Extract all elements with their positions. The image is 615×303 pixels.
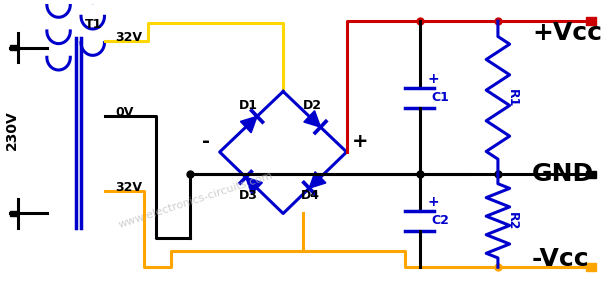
Text: D4: D4 — [301, 189, 320, 202]
Text: 32V: 32V — [115, 181, 142, 194]
Text: 32V: 32V — [115, 31, 142, 44]
Text: 230V: 230V — [5, 111, 19, 150]
Text: -Vcc: -Vcc — [532, 247, 590, 271]
Text: -: - — [202, 132, 210, 151]
Polygon shape — [309, 172, 326, 188]
Text: www.electronics-circuits.com: www.electronics-circuits.com — [117, 171, 274, 230]
Bar — [10, 211, 18, 216]
Text: C2: C2 — [432, 214, 450, 227]
Text: 0V: 0V — [115, 106, 133, 119]
Text: +Vcc: +Vcc — [532, 21, 602, 45]
Bar — [586, 17, 595, 25]
Text: C1: C1 — [432, 91, 450, 104]
Polygon shape — [304, 111, 320, 127]
Text: T1: T1 — [85, 18, 102, 31]
Text: R2: R2 — [506, 211, 518, 230]
Polygon shape — [240, 116, 257, 133]
Bar — [10, 45, 18, 51]
Bar — [586, 263, 595, 271]
Text: +: + — [427, 72, 439, 86]
Polygon shape — [246, 177, 263, 194]
Text: GND: GND — [532, 162, 594, 186]
Bar — [586, 171, 595, 178]
Text: R1: R1 — [506, 88, 518, 107]
Text: +: + — [352, 132, 368, 151]
Text: D3: D3 — [239, 189, 258, 202]
Text: D2: D2 — [303, 99, 322, 112]
Text: D1: D1 — [239, 99, 258, 112]
Text: +: + — [427, 195, 439, 209]
